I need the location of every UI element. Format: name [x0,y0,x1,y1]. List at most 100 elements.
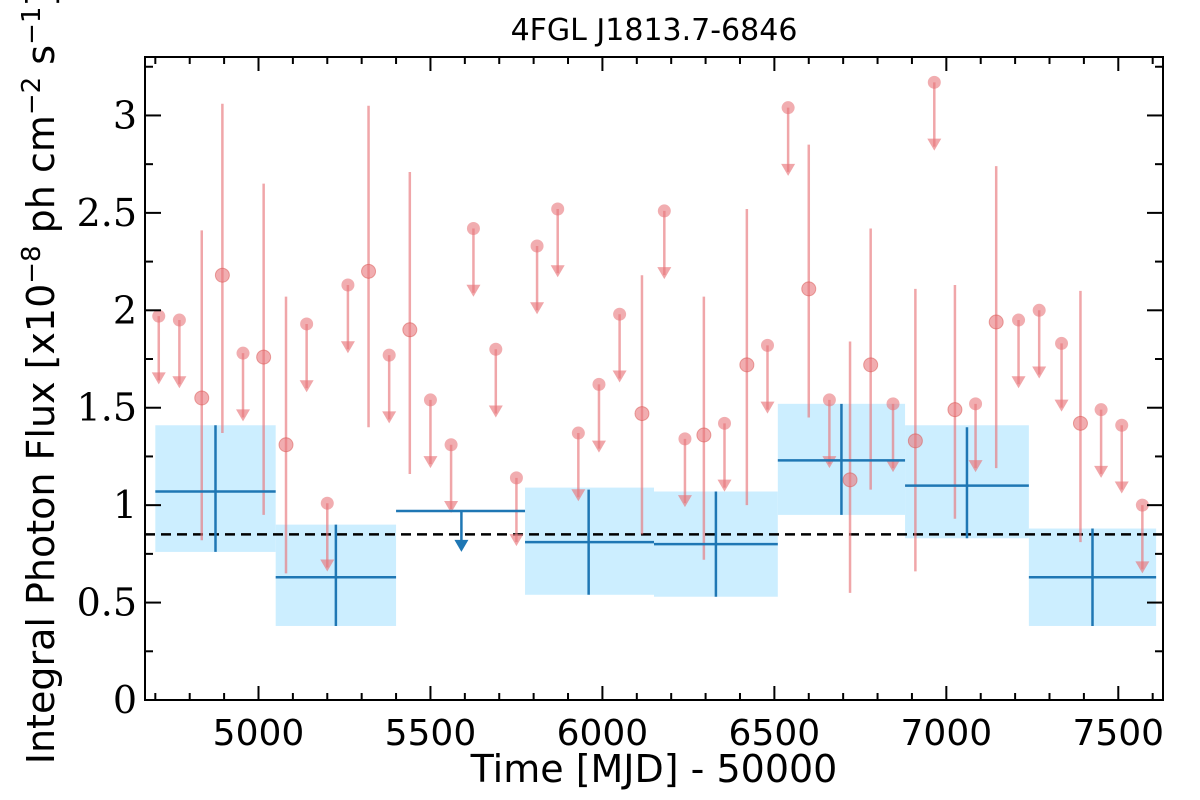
upper-limit-marker [300,317,314,331]
upper-limit-marker [613,307,627,321]
upper-limit-marker [781,101,795,115]
x-tick-label: 7500 [1072,713,1164,754]
upper-limit-marker [320,496,334,510]
y-tick-label: 1 [113,483,137,527]
flux-point [842,472,858,488]
upper-limit-arrow [591,440,606,453]
upper-limit-arrow [1011,376,1026,389]
upper-limit-arrow [927,138,942,151]
upper-limit-arrow [488,405,503,418]
upper-limit-marker [551,202,565,216]
flux-point [214,267,230,283]
upper-limit-marker [657,204,671,218]
upper-limit-marker [1032,303,1046,317]
upper-limit-arrow [299,380,314,393]
flux-point [863,357,879,373]
y-axis-label-exponent: −8 [17,245,47,283]
flux-point [278,437,294,453]
upper-limit-arrow [1135,561,1150,574]
upper-limit-arrow [760,401,775,414]
y-tick-label: 3 [113,93,137,137]
upper-limit-arrow [320,559,335,572]
upper-limit-arrow [571,489,586,502]
upper-limit-marker [341,278,355,292]
flux-point [634,406,650,422]
upper-limit-arrow [466,284,481,297]
upper-limit-marker [822,393,836,407]
y-axis-label-unit: ph cm [19,115,63,245]
upper-limit-marker [1115,418,1129,432]
upper-limit-arrow [236,409,251,422]
upper-limit-marker [152,309,166,323]
upper-limit-arrow [151,372,166,385]
upper-limit-marker [489,342,503,356]
upper-limit-arrow [444,500,459,513]
upper-limit-marker [530,239,544,253]
upper-limit-arrow [550,265,565,278]
upper-limit-marker [444,438,458,452]
y-axis-label-unit-2: s [19,45,63,77]
flux-point [947,402,963,418]
flux-point [256,349,272,365]
upper-limit-arrow [340,341,355,354]
upper-limit-arrow [886,460,901,473]
x-axis-label: Time [MJD] - 50000 [470,747,838,791]
upper-limit-marker [172,313,186,327]
flux-point [907,433,923,449]
y-tick-label: 1.5 [77,386,137,430]
upper-limit-marker [927,75,941,89]
upper-limit-arrow [423,456,438,469]
error-bands [155,403,1157,626]
y-axis-label-close: ] [19,0,63,7]
flux-point [739,357,755,373]
upper-limit-marker [1012,313,1026,327]
upper-limit-arrow [612,370,627,383]
plot-frame [144,56,1164,701]
upper-limit-marker [969,397,983,411]
upper-limit-arrow [717,479,732,492]
upper-limit-marker [236,346,250,360]
flux-point [194,390,210,406]
upper-limit-arrow [1114,481,1129,494]
chart-title: 4FGL J1813.7-6846 [511,13,798,48]
upper-limit-arrow [968,460,983,473]
upper-limit-arrow [454,539,469,552]
short-bin-points [151,75,1150,593]
upper-limit-arrow [1094,465,1109,478]
x-tick-label: 6500 [729,713,821,754]
upper-limit-marker [760,338,774,352]
upper-limit-arrow [530,302,545,315]
upper-limit-arrow [382,411,397,424]
y-tick-label: 0 [113,678,137,722]
upper-limit-arrow [509,534,524,547]
upper-limit-marker [1135,498,1149,512]
x-tick-label: 5500 [385,713,477,754]
upper-limit-marker [571,426,585,440]
y-axis-label-text: Integral Photon Flux [x10 [19,284,63,765]
upper-limit-arrow [677,495,692,508]
upper-limit-arrow [172,376,187,389]
upper-limit-marker [678,432,692,446]
flux-point [402,322,418,338]
flux-point [696,427,712,443]
x-tick-label: 5000 [213,713,305,754]
flux-point [801,281,817,297]
axis-ticks: 5000 5500 6000 6500 7000 7500 0 0.5 1 1.5 2 2.5 3 [77,57,1164,754]
upper-limit-arrow [1032,366,1047,379]
upper-limit-arrow [781,163,796,176]
upper-limit-marker [592,377,606,391]
y-tick-label: 0.5 [77,581,137,625]
upper-limit-marker [509,471,523,485]
y-axis-label: Integral Photon Flux [x10−8 ph cm−2 s−1] [17,0,63,764]
upper-limit-marker [1055,336,1069,350]
long-bin-points [155,403,1157,626]
upper-limit-marker [718,416,732,430]
y-axis-label-exponent-2: −2 [17,77,47,115]
y-tick-label: 2 [113,288,137,332]
upper-limit-marker [1094,403,1108,417]
upper-limit-marker [466,221,480,235]
upper-limit-arrow [1054,399,1069,412]
x-tick-label: 7000 [901,713,993,754]
upper-limit-arrow [657,267,672,280]
